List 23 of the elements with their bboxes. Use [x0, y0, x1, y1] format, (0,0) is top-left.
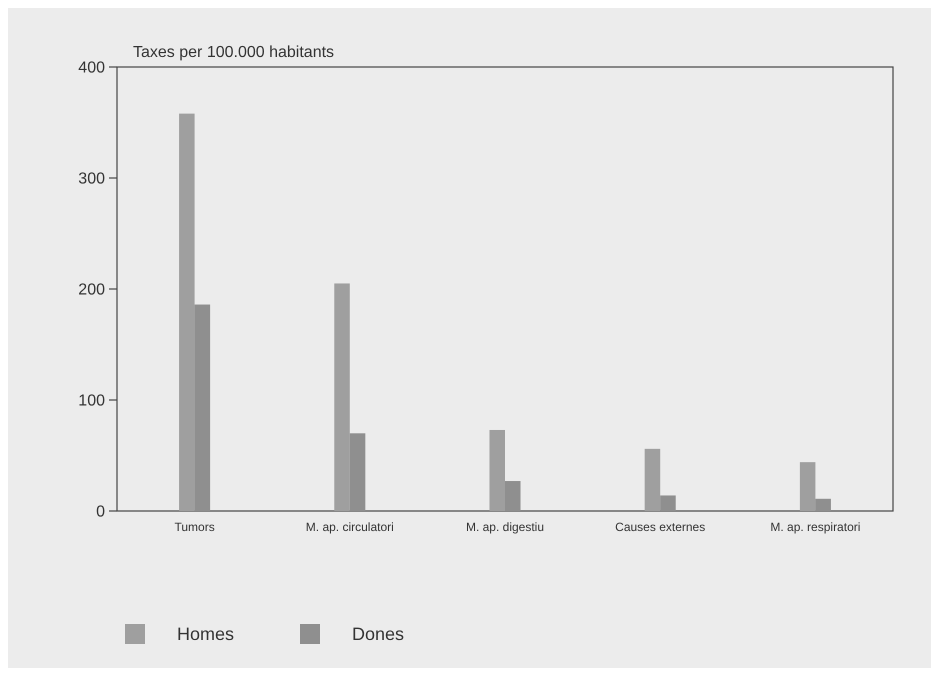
- y-tick-label: 200: [78, 282, 106, 299]
- y-tick-label: 400: [78, 60, 106, 77]
- bar: [334, 283, 350, 511]
- bar: [644, 448, 660, 511]
- bar: [800, 462, 816, 511]
- bar: [350, 433, 366, 511]
- y-tick-label: 0: [96, 504, 106, 521]
- legend-label: Dones: [352, 624, 404, 644]
- bar: [179, 114, 195, 511]
- y-axis-title: Taxes per 100.000 habitants: [133, 44, 334, 61]
- x-tick-label: M. ap. respiratori: [770, 520, 860, 534]
- y-tick-label: 300: [78, 170, 106, 188]
- x-tick-label: Causes externes: [615, 520, 706, 534]
- bar: [194, 304, 210, 511]
- y-tick-label: 100: [78, 392, 106, 410]
- x-tick-label: M. ap. digestiu: [466, 520, 544, 534]
- bar: [660, 495, 676, 511]
- x-tick-label: Tumors: [174, 520, 215, 534]
- bar: [505, 481, 521, 511]
- bar: [815, 498, 831, 511]
- legend-label: Homes: [177, 624, 234, 644]
- x-tick-label: M. ap. circulatori: [306, 520, 394, 534]
- bar: [489, 430, 505, 511]
